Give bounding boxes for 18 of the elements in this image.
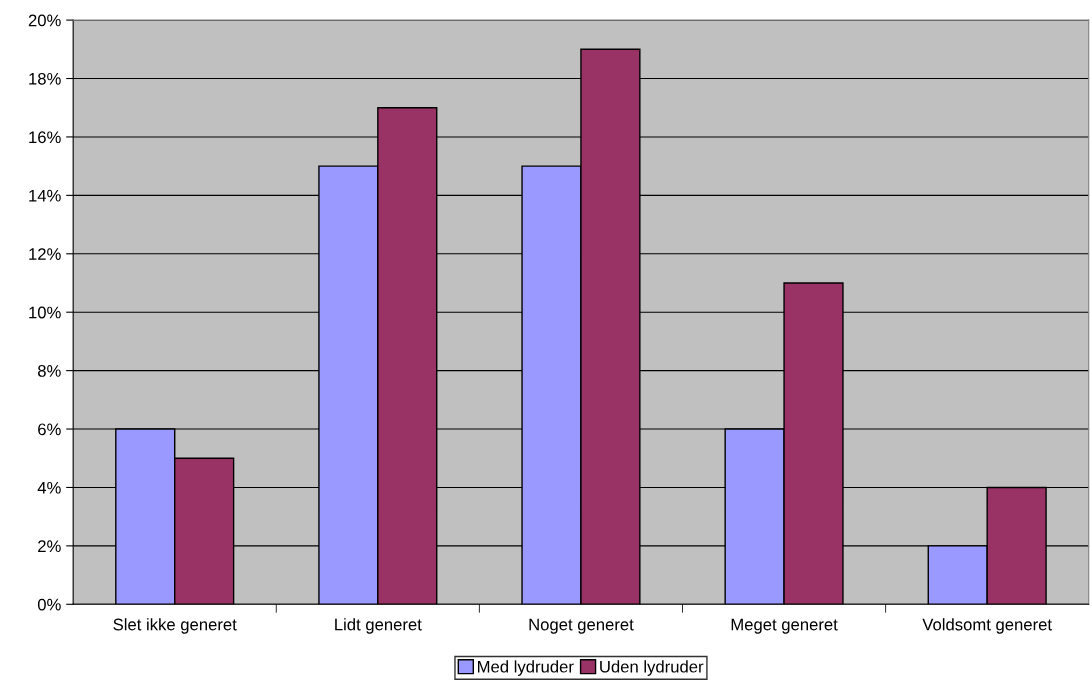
x-tick-label: Slet ikke generet (113, 618, 237, 634)
x-tick-label: Noget generet (529, 618, 634, 634)
y-tick-label: 16% (29, 131, 61, 144)
y-tick-label: 18% (29, 72, 61, 85)
y-tick-label: 14% (29, 189, 61, 202)
y-tick-label: 12% (29, 248, 61, 260)
y-tick-label: 2% (38, 540, 61, 553)
y-tick-label: 20% (28, 14, 61, 27)
y-tick-label: 4% (37, 481, 61, 494)
x-tick-label: Voldsomt generet (922, 618, 1052, 634)
y-tick-label: 0% (37, 598, 61, 611)
legend-label: Med lydruder (478, 660, 574, 676)
x-tick-label: Lidt generet (335, 618, 422, 634)
y-tick-label: 6% (38, 423, 61, 436)
legend-label: Uden lydruder (600, 660, 704, 676)
y-tick-label: 8% (37, 365, 61, 377)
y-tick-label: 10% (29, 306, 61, 319)
x-tick-label: Meget generet (731, 618, 838, 634)
